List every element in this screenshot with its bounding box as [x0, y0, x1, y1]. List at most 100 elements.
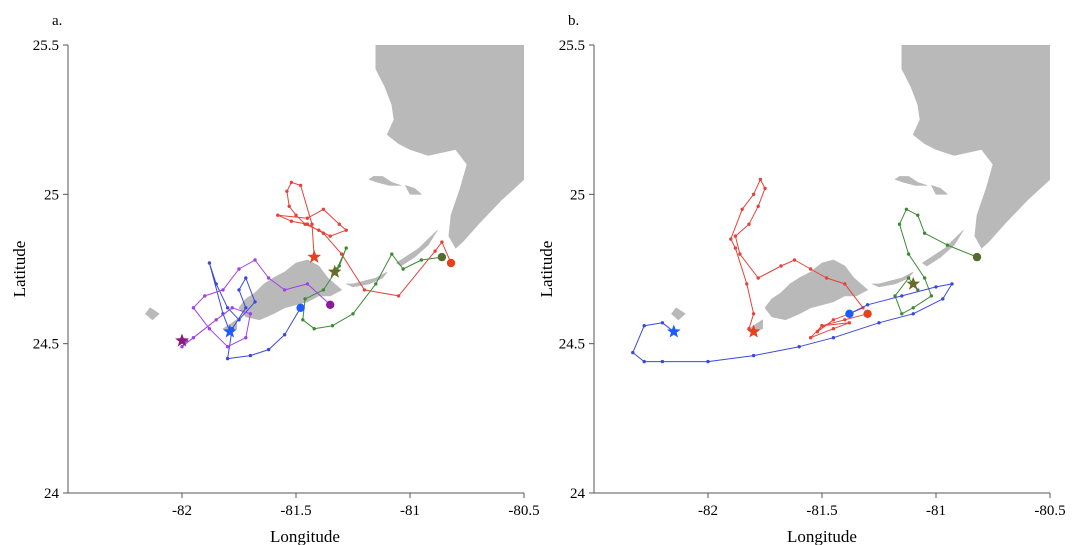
track-point [207, 261, 212, 265]
map-panel-b: b. -82 -81.5 -81 -80.5 24 24.5 25 25.5 Longitu… [537, 13, 1066, 545]
track-point [900, 312, 904, 316]
track-point [897, 222, 902, 226]
track-point [321, 207, 326, 211]
track-point [244, 336, 248, 340]
track-point [733, 234, 738, 238]
track-point [820, 324, 824, 328]
track-point [248, 312, 253, 316]
track-point [180, 345, 184, 349]
end-star-marker [223, 324, 237, 338]
y-tick-labels: 24 24.5 25 25.5 [33, 38, 68, 502]
track-line [632, 283, 953, 363]
track-point [950, 282, 954, 286]
track-point [396, 294, 401, 298]
track-point [191, 336, 196, 340]
track-point [756, 276, 760, 280]
track-point [792, 258, 797, 262]
y-tick-label: 24 [570, 486, 586, 502]
land-polygon [930, 184, 949, 195]
track-point [374, 282, 378, 286]
track-point [225, 306, 230, 310]
track-point [945, 243, 950, 247]
land-polygon [404, 184, 423, 195]
track-point [225, 356, 230, 361]
track-point [266, 276, 271, 280]
x-tick-label: -82 [172, 503, 192, 519]
track-point [312, 327, 316, 331]
y-tick-label: 25.5 [33, 38, 59, 54]
track-point [906, 276, 911, 280]
end-star-marker [327, 264, 342, 278]
track-point [922, 276, 927, 280]
track-point [751, 192, 756, 196]
track-point [911, 312, 915, 316]
track-point [289, 219, 294, 223]
track-point [929, 294, 934, 298]
end-star-marker [666, 324, 681, 338]
y-tick-label: 25 [44, 187, 59, 203]
x-tick-label: -80.5 [508, 503, 539, 519]
track-point [305, 282, 310, 286]
track-point [900, 294, 904, 298]
x-tick-label: -80.5 [1034, 503, 1065, 519]
end-star-marker [175, 333, 189, 347]
track-point [317, 228, 321, 232]
x-tick-labels: -82 -81.5 -81 -80.5 [698, 493, 1066, 519]
start-marker [863, 309, 872, 318]
panel-label-a: a. [52, 13, 62, 29]
track-point [321, 231, 326, 235]
track-point [214, 282, 218, 286]
track-point [433, 249, 437, 253]
track-series-group [631, 177, 979, 364]
track-point [847, 321, 852, 325]
y-tick-label: 25 [570, 187, 585, 203]
track-point [339, 252, 344, 256]
y-tick-label: 25.5 [559, 38, 585, 54]
y-axis-title: Latitude [537, 241, 556, 298]
track-point [282, 288, 287, 292]
land-polygon [764, 259, 869, 321]
track-point [203, 294, 207, 298]
marker-group [666, 252, 982, 338]
track-point [631, 350, 635, 355]
track-point [779, 264, 783, 268]
track-point [303, 222, 307, 226]
track-point [831, 318, 836, 322]
track-point [893, 294, 897, 298]
track-line [894, 208, 978, 315]
end-star-marker [307, 249, 322, 263]
track-point [253, 258, 257, 262]
land-polygon [901, 45, 1050, 249]
land-mass [145, 45, 524, 333]
y-tick-label: 24.5 [559, 337, 585, 353]
track-point [191, 306, 196, 310]
track-point [660, 359, 665, 364]
y-tick-labels: 24 24.5 25 25.5 [559, 38, 594, 502]
x-axis-title: Longitude [787, 527, 857, 545]
panel-label-b: b. [568, 13, 579, 29]
track-point [390, 252, 394, 256]
track-point [740, 207, 744, 211]
track-point [266, 347, 271, 352]
end-star-marker [746, 324, 761, 338]
track-point [225, 345, 230, 349]
track-point [237, 267, 241, 271]
track-point [207, 327, 212, 331]
x-tick-label: -81.5 [280, 503, 311, 519]
track-point [337, 222, 341, 226]
track-point [237, 288, 241, 292]
land-polygon [921, 229, 964, 267]
x-tick-labels: -82 -81.5 -81 -80.5 [172, 493, 540, 519]
track-point [401, 267, 405, 271]
track-point [321, 288, 326, 292]
track-point [843, 318, 847, 322]
land-polygon [894, 176, 927, 186]
track-point [330, 324, 335, 328]
track-point [362, 288, 367, 292]
track-point [745, 282, 749, 286]
start-marker [972, 252, 982, 262]
track-point [237, 318, 241, 322]
track-point [282, 333, 287, 337]
track-point [865, 303, 870, 307]
